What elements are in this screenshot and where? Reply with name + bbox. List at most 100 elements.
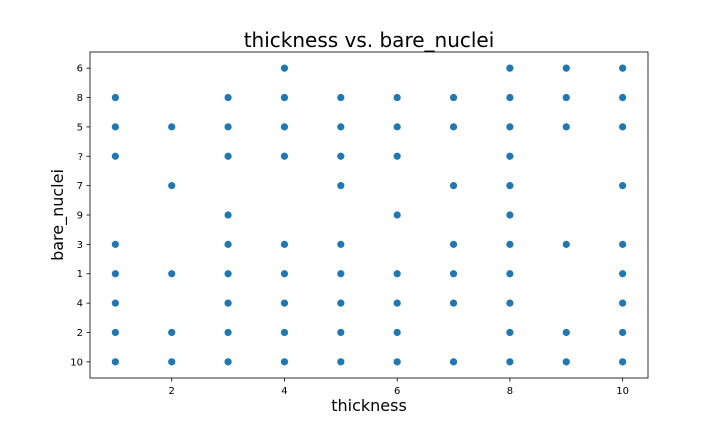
x-tick-label: 4: [281, 386, 287, 397]
data-point: [562, 93, 570, 102]
x-tick-label: 6: [394, 386, 400, 397]
data-point: [393, 152, 401, 160]
data-point: [449, 123, 458, 131]
data-point: [224, 152, 232, 160]
y-axis-ticks: 10 2 4 1 3 9 7? 5 8 6: [70, 64, 90, 368]
data-point: [619, 328, 627, 337]
y-tick-label: 6: [77, 64, 83, 75]
data-point: [280, 299, 289, 307]
data-point: [393, 358, 401, 366]
data-point: [449, 299, 458, 307]
y-tick-label: 9: [77, 211, 83, 222]
data-point: [337, 182, 345, 190]
data-point: [337, 123, 345, 131]
data-point: [168, 328, 176, 337]
y-tick-label: 8: [77, 93, 83, 104]
data-point: [506, 182, 514, 190]
data-point: [224, 270, 232, 278]
data-point: [280, 152, 289, 160]
y-tick-label: 4: [77, 299, 83, 310]
data-point: [449, 358, 458, 366]
x-axis-label: thickness: [331, 396, 407, 415]
data-point: [393, 211, 401, 219]
y-tick-label: 7: [77, 181, 83, 192]
data-point: [619, 123, 627, 131]
data-point: [224, 328, 232, 337]
data-point: [506, 64, 514, 72]
data-point: [168, 182, 176, 190]
data-point: [619, 64, 627, 72]
y-tick-label: 2: [77, 328, 83, 339]
y-tick-label: 10: [70, 357, 83, 368]
data-point: [280, 240, 289, 248]
data-point: [337, 299, 345, 307]
data-point: [224, 299, 232, 307]
data-point: [111, 240, 119, 248]
data-point: [506, 270, 514, 278]
data-point: [393, 299, 401, 307]
data-point: [619, 240, 627, 248]
y-axis-label: bare_nuclei: [48, 169, 68, 261]
data-point: [337, 152, 345, 160]
data-point: [449, 93, 458, 102]
data-point: [280, 358, 289, 366]
data-point: [224, 211, 232, 219]
data-point: [224, 93, 232, 102]
data-point: [280, 64, 289, 72]
data-point: [619, 182, 627, 190]
data-point: [111, 358, 119, 366]
data-point: [337, 328, 345, 337]
data-point: [337, 358, 345, 366]
data-point: [506, 240, 514, 248]
data-point: [280, 93, 289, 102]
data-point: [562, 328, 570, 337]
x-tick-label: 10: [616, 386, 629, 397]
data-point: [168, 358, 176, 366]
data-point: [168, 270, 176, 278]
x-tick-label: 8: [507, 386, 513, 397]
data-point: [111, 93, 119, 102]
data-point: [224, 240, 232, 248]
data-point: [168, 123, 176, 131]
data-point: [393, 328, 401, 337]
points-layer: [111, 64, 627, 366]
data-point: [393, 270, 401, 278]
data-point: [111, 123, 119, 131]
data-point: [619, 358, 627, 366]
data-point: [337, 240, 345, 248]
data-point: [337, 93, 345, 102]
data-point: [393, 93, 401, 102]
data-point: [111, 299, 119, 307]
data-point: [449, 182, 458, 190]
data-point: [111, 152, 119, 160]
data-point: [506, 152, 514, 160]
data-point: [449, 240, 458, 248]
data-point: [562, 358, 570, 366]
data-point: [111, 328, 119, 337]
data-point: [111, 270, 119, 278]
data-point: [506, 299, 514, 307]
data-point: [280, 270, 289, 278]
data-point: [619, 299, 627, 307]
data-point: [280, 328, 289, 337]
data-point: [562, 64, 570, 72]
data-point: [506, 93, 514, 102]
data-point: [506, 123, 514, 131]
y-tick-label: 3: [77, 240, 83, 251]
y-tick-label: 1: [77, 269, 83, 280]
data-point: [562, 240, 570, 248]
data-point: [506, 211, 514, 219]
data-point: [280, 123, 289, 131]
data-point: [337, 270, 345, 278]
plot-area-frame: [89, 51, 649, 379]
y-tick-label: 5: [77, 122, 83, 133]
data-point: [393, 123, 401, 131]
data-point: [619, 270, 627, 278]
chart-title: thickness vs. bare_nuclei: [244, 28, 495, 52]
data-point: [506, 328, 514, 337]
x-tick-label: 2: [169, 386, 175, 397]
data-point: [449, 270, 458, 278]
x-axis-ticks: 2 4 6 8 10: [169, 378, 629, 397]
data-point: [506, 358, 514, 366]
